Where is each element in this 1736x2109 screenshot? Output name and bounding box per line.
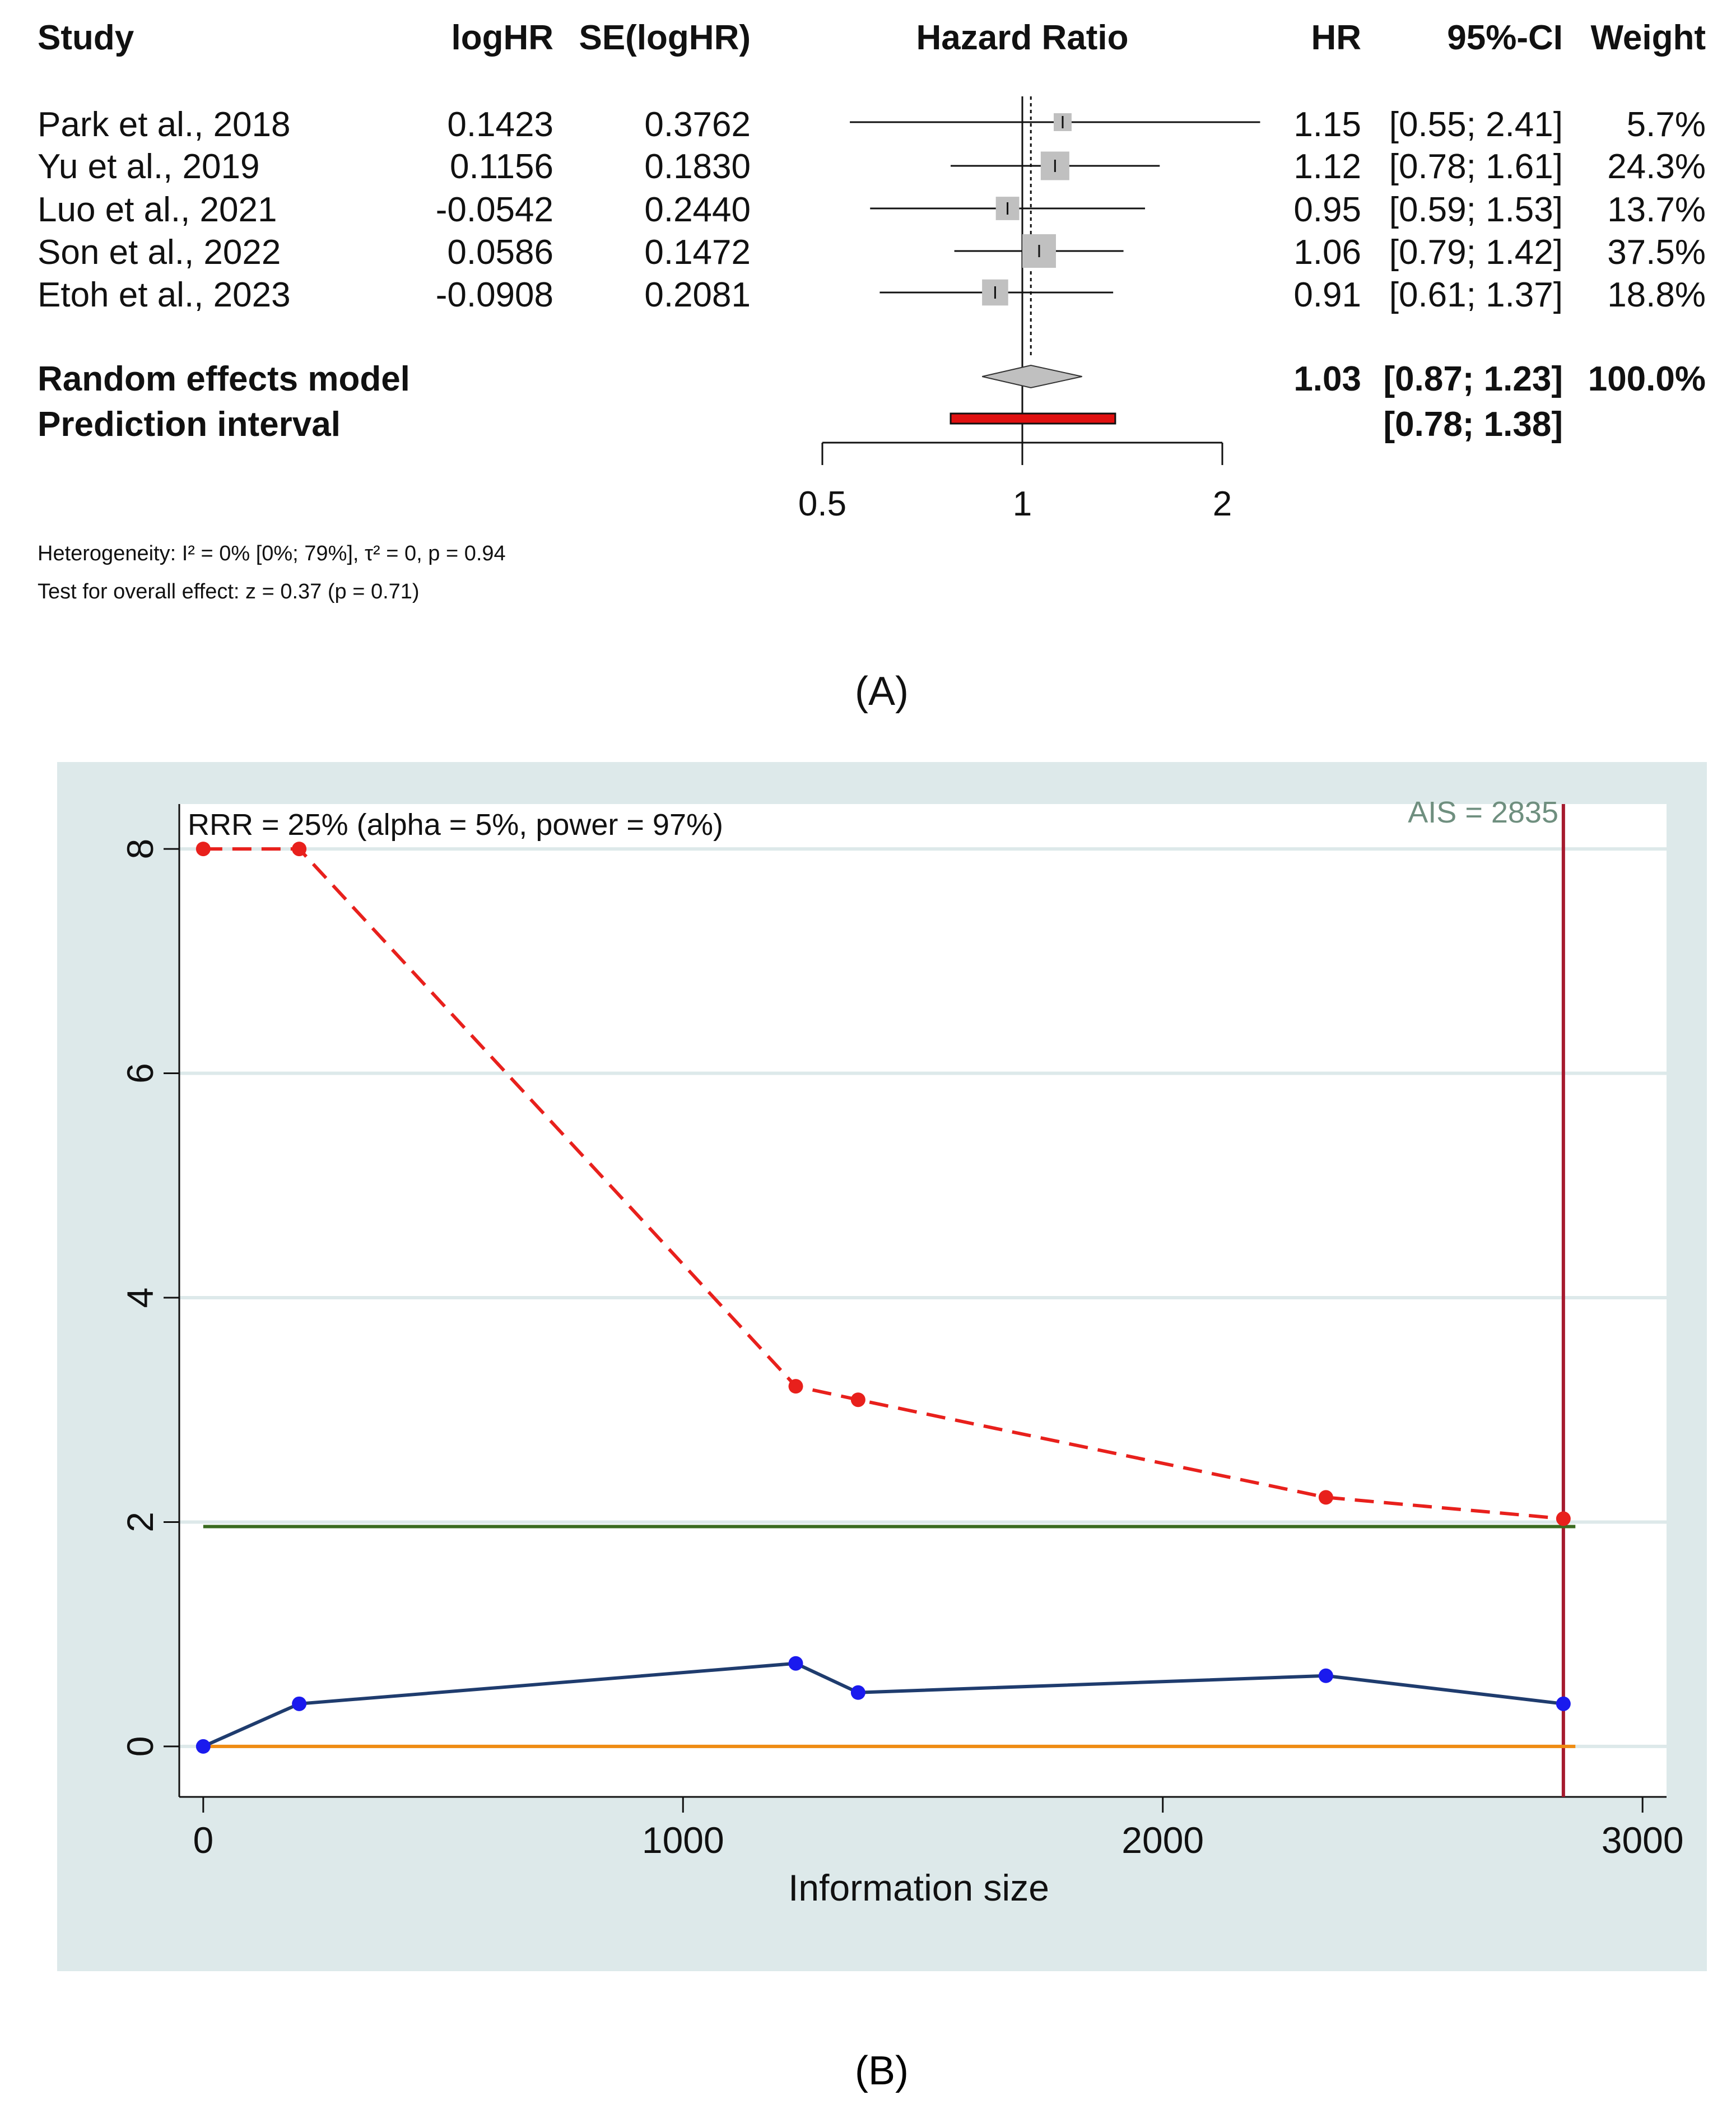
study-ci: [0.78; 1.61] <box>1389 147 1563 186</box>
pooled-diamond <box>982 364 1082 389</box>
data-point <box>850 1392 865 1407</box>
x-axis-title: Information size <box>788 1867 1049 1908</box>
study-se: 0.3762 <box>644 105 751 144</box>
study-weight: 24.3% <box>1607 147 1706 186</box>
tsa-panel-background <box>57 762 1707 1971</box>
ais-label: AIS = 2835 <box>1408 796 1558 829</box>
study-rows: Park et al., 2018 0.1423 0.3762 1.15 [0.… <box>38 105 1706 314</box>
header-study: Study <box>38 18 134 57</box>
study-se: 0.2081 <box>644 276 751 314</box>
study-ci: [0.59; 1.53] <box>1389 191 1563 229</box>
forest-plot: Study logHR SE(logHR) Hazard Ratio HR 95… <box>38 18 1706 714</box>
tsa-marks: 0 2 4 6 8 0 1000 2000 3000 <box>119 804 1684 1861</box>
header-hazard-ratio: Hazard Ratio <box>916 18 1129 57</box>
data-point <box>292 842 307 857</box>
data-point <box>1556 1696 1571 1711</box>
study-se: 0.1830 <box>644 147 751 186</box>
study-name: Son et al., 2022 <box>38 233 281 272</box>
random-effects-hr: 1.03 <box>1293 360 1361 398</box>
data-point <box>196 1739 211 1754</box>
header-ci: 95%-CI <box>1447 18 1563 57</box>
data-point <box>1556 1511 1571 1526</box>
x-tick-label: 1000 <box>642 1819 724 1861</box>
study-se: 0.1472 <box>644 233 751 272</box>
data-point <box>1318 1490 1333 1505</box>
y-tick-label: 0 <box>119 1736 161 1757</box>
study-hr: 0.91 <box>1293 276 1361 314</box>
y-tick-label: 4 <box>119 1288 161 1308</box>
study-se: 0.2440 <box>644 191 751 229</box>
study-loghr: -0.0908 <box>436 276 553 314</box>
study-row: Etoh et al., 2023 -0.0908 0.2081 0.91 [0… <box>38 276 1706 314</box>
study-row: Yu et al., 2019 0.1156 0.1830 1.12 [0.78… <box>38 147 1706 186</box>
study-hr: 1.12 <box>1293 147 1361 186</box>
study-loghr: 0.1156 <box>450 147 553 186</box>
data-point <box>850 1685 865 1700</box>
study-row: Park et al., 2018 0.1423 0.3762 1.15 [0.… <box>38 105 1706 144</box>
header-hr: HR <box>1311 18 1361 57</box>
overall-effect-note: Test for overall effect: z = 0.37 (p = 0… <box>38 580 420 603</box>
study-loghr: 0.1423 <box>447 105 553 144</box>
prediction-interval-bar <box>950 412 1116 425</box>
study-loghr: -0.0542 <box>436 191 553 229</box>
study-row: Luo et al., 2021 -0.0542 0.2440 0.95 [0.… <box>38 191 1706 229</box>
study-row: Son et al., 2022 0.0586 0.1472 1.06 [0.7… <box>38 233 1706 272</box>
header-loghr: logHR <box>451 18 553 57</box>
random-effects-label: Random effects model <box>38 360 410 398</box>
data-point <box>1318 1668 1333 1683</box>
random-effects-ci: [0.87; 1.23] <box>1383 360 1563 398</box>
study-weight: 18.8% <box>1607 276 1706 314</box>
data-point <box>196 842 211 857</box>
data-point <box>292 1696 307 1711</box>
y-tick-label: 2 <box>119 1512 161 1532</box>
study-ci: [0.61; 1.37] <box>1389 276 1563 314</box>
tsa-annotation: RRR = 25% (alpha = 5%, power = 97%) <box>188 808 723 842</box>
y-tick-label: 6 <box>119 1063 161 1084</box>
prediction-interval-ci: [0.78; 1.38] <box>1383 405 1563 444</box>
series-line-monitoring-boundary <box>203 847 1564 1521</box>
study-ci: [0.79; 1.42] <box>1389 233 1563 272</box>
x-tick-label: 2000 <box>1121 1819 1204 1861</box>
study-name: Yu et al., 2019 <box>38 147 259 186</box>
series-line-cumulative-z-curve <box>202 1661 1564 1748</box>
tsa-plot-area <box>179 804 1667 1797</box>
x-tick-label: 3000 <box>1602 1819 1684 1861</box>
forest-tick-label: 2 <box>1213 485 1232 523</box>
study-hr: 1.06 <box>1293 233 1361 272</box>
forest-tick-label: 0.5 <box>798 485 846 523</box>
panel-b-label: (B) <box>855 2048 909 2093</box>
study-loghr: 0.0586 <box>447 233 553 272</box>
study-name: Park et al., 2018 <box>38 105 291 144</box>
data-point <box>788 1379 803 1394</box>
study-hr: 0.95 <box>1293 191 1361 229</box>
study-ci: [0.55; 2.41] <box>1389 105 1563 144</box>
header-weight: Weight <box>1591 18 1706 57</box>
y-tick-label: 8 <box>119 839 161 860</box>
random-effects-weight: 100.0% <box>1588 360 1706 398</box>
x-tick-label: 0 <box>193 1819 213 1861</box>
study-name: Luo et al., 2021 <box>38 191 277 229</box>
data-point <box>788 1656 803 1671</box>
study-name: Etoh et al., 2023 <box>38 276 291 314</box>
study-weight: 5.7% <box>1627 105 1706 144</box>
study-weight: 37.5% <box>1607 233 1706 272</box>
header-se: SE(logHR) <box>579 18 751 57</box>
forest-marks: 0.5 1 2 <box>798 96 1260 523</box>
panel-a-label: (A) <box>855 669 909 714</box>
forest-tick-label: 1 <box>1013 485 1032 523</box>
study-weight: 13.7% <box>1607 191 1706 229</box>
heterogeneity-note: Heterogeneity: I² = 0% [0%; 79%], τ² = 0… <box>38 542 506 565</box>
study-hr: 1.15 <box>1293 105 1361 144</box>
prediction-interval-label: Prediction interval <box>38 405 341 444</box>
